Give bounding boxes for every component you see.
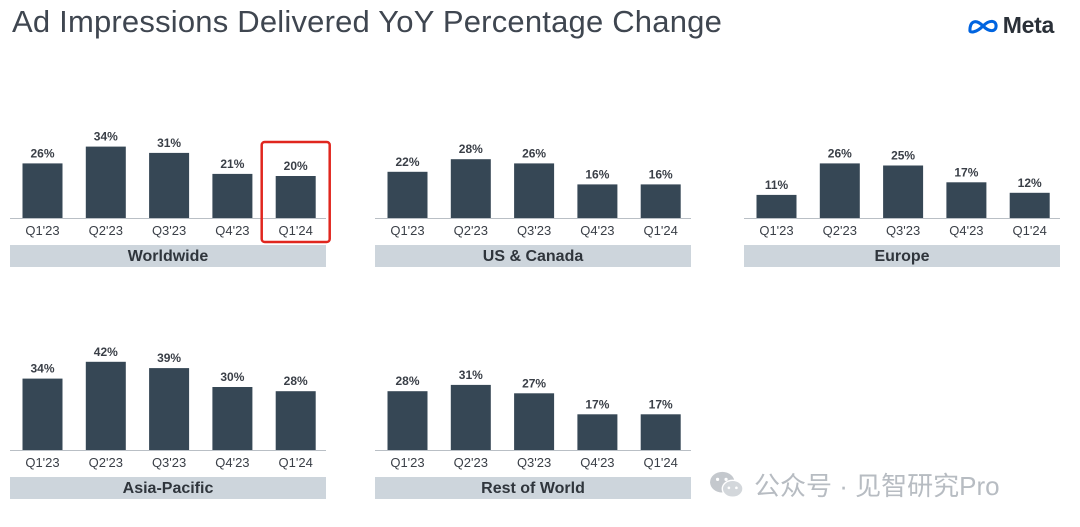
europe-value-label-5: 12%: [1018, 176, 1042, 190]
us-canada-value-label-3: 26%: [522, 146, 546, 160]
worldwide-bar-5: [275, 176, 316, 218]
worldwide-panel-label-band: [10, 245, 326, 267]
asia-pacific-bar-4: [212, 387, 253, 450]
worldwide-tick-label-2: Q2'23: [89, 223, 123, 238]
europe-value-label-1: 11%: [765, 178, 789, 192]
asia-pacific-value-label-5: 28%: [284, 374, 308, 388]
worldwide-tick-label-3: Q3'23: [152, 223, 186, 238]
us-canada-bar-2: [450, 159, 491, 218]
watermark: 公众号 · 见智研究Pro: [708, 466, 1000, 503]
europe-bar-4: [946, 182, 987, 218]
rest-of-world-tick-label-5: Q1'24: [644, 455, 678, 470]
europe-value-label-2: 26%: [828, 146, 852, 160]
asia-pacific-value-label-1: 34%: [30, 362, 54, 376]
rest-of-world-bar-1: [387, 391, 428, 450]
asia-pacific-tick-label-2: Q2'23: [89, 455, 123, 470]
europe-tick-label-5: Q1'24: [1013, 223, 1047, 238]
worldwide-bar-1: [22, 163, 63, 218]
worldwide-value-label-3: 31%: [157, 136, 181, 150]
rest-of-world-bar-3: [514, 393, 555, 450]
europe-value-label-3: 25%: [891, 149, 915, 163]
rest-of-world-value-label-4: 17%: [585, 397, 609, 411]
asia-pacific-tick-label-1: Q1'23: [25, 455, 59, 470]
asia-pacific-value-label-4: 30%: [220, 370, 244, 384]
rest-of-world-bar-2: [450, 384, 491, 450]
asia-pacific-tick-label-4: Q4'23: [215, 455, 249, 470]
us-canada-panel-label: US & Canada: [483, 248, 584, 265]
rest-of-world-tick-label-1: Q1'23: [390, 455, 424, 470]
europe-tick-label-1: Q1'23: [759, 223, 793, 238]
us-canada-tick-label-4: Q4'23: [580, 223, 614, 238]
meta-infinity-logo-icon: [968, 19, 998, 34]
worldwide-bar-3: [149, 152, 190, 218]
worldwide-tick-label-5: Q1'24: [279, 223, 313, 238]
worldwide-value-label-5: 20%: [284, 159, 308, 173]
rest-of-world-value-label-5: 17%: [649, 397, 673, 411]
rest-of-world-tick-label-3: Q3'23: [517, 455, 551, 470]
us-canada-bar-1: [387, 171, 428, 218]
us-canada-tick-label-1: Q1'23: [390, 223, 424, 238]
asia-pacific-value-label-2: 42%: [94, 345, 118, 359]
europe-bar-3: [883, 165, 924, 218]
us-canada-tick-label-2: Q2'23: [454, 223, 488, 238]
us-canada-panel-label-band: [375, 245, 691, 267]
rest-of-world-value-label-1: 28%: [395, 374, 419, 388]
rest-of-world-value-label-3: 27%: [522, 376, 546, 390]
worldwide-tick-label-1: Q1'23: [25, 223, 59, 238]
watermark-text: 公众号 · 见智研究Pro: [754, 471, 1000, 501]
europe-tick-label-4: Q4'23: [949, 223, 983, 238]
asia-pacific-tick-label-5: Q1'24: [279, 455, 313, 470]
rest-of-world-panel-label: Rest of World: [481, 480, 585, 497]
worldwide-panel-label: Worldwide: [128, 248, 209, 265]
asia-pacific-bar-5: [275, 391, 316, 450]
europe-panel-label-band: [744, 245, 1060, 267]
asia-pacific-bar-3: [149, 368, 190, 450]
rest-of-world-bar-5: [640, 414, 681, 450]
worldwide-bar-2: [85, 146, 126, 218]
rest-of-world-tick-label-4: Q4'23: [580, 455, 614, 470]
us-canada-value-label-5: 16%: [649, 167, 673, 181]
meta-logo: Meta: [966, 12, 1054, 39]
europe-bar-5: [1009, 192, 1050, 218]
worldwide-highlight-box: [260, 140, 331, 244]
europe-tick-label-2: Q2'23: [823, 223, 857, 238]
asia-pacific-bar-1: [22, 378, 63, 450]
worldwide-bar-4: [212, 173, 253, 218]
rest-of-world-panel-label-band: [375, 477, 691, 499]
us-canada-value-label-2: 28%: [459, 142, 483, 156]
meta-logo-text: Meta: [1002, 12, 1055, 38]
worldwide-value-label-4: 21%: [220, 157, 244, 171]
europe-panel-label: Europe: [874, 248, 929, 265]
rest-of-world-bar-4: [577, 414, 618, 450]
rest-of-world-tick-label-2: Q2'23: [454, 455, 488, 470]
worldwide-value-label-1: 26%: [30, 146, 54, 160]
asia-pacific-panel-label-band: [10, 477, 326, 499]
asia-pacific-panel-label: Asia-Pacific: [123, 480, 214, 497]
wechat-icon: [710, 471, 744, 498]
us-canada-bar-4: [577, 184, 618, 218]
us-canada-tick-label-5: Q1'24: [644, 223, 678, 238]
us-canada-bar-5: [640, 184, 681, 218]
us-canada-bar-3: [514, 163, 555, 218]
worldwide-tick-label-4: Q4'23: [215, 223, 249, 238]
worldwide-value-label-2: 34%: [94, 130, 118, 144]
europe-tick-label-3: Q3'23: [886, 223, 920, 238]
europe-bar-2: [819, 163, 860, 218]
europe-value-label-4: 17%: [954, 165, 978, 179]
rest-of-world-value-label-2: 31%: [459, 368, 483, 382]
asia-pacific-tick-label-3: Q3'23: [152, 455, 186, 470]
asia-pacific-bar-2: [85, 361, 126, 450]
page-title: Ad Impressions Delivered YoY Percentage …: [12, 4, 723, 39]
asia-pacific-value-label-3: 39%: [157, 351, 181, 365]
europe-bar-1: [756, 194, 797, 218]
us-canada-value-label-4: 16%: [585, 167, 609, 181]
us-canada-tick-label-3: Q3'23: [517, 223, 551, 238]
us-canada-value-label-1: 22%: [395, 155, 419, 169]
